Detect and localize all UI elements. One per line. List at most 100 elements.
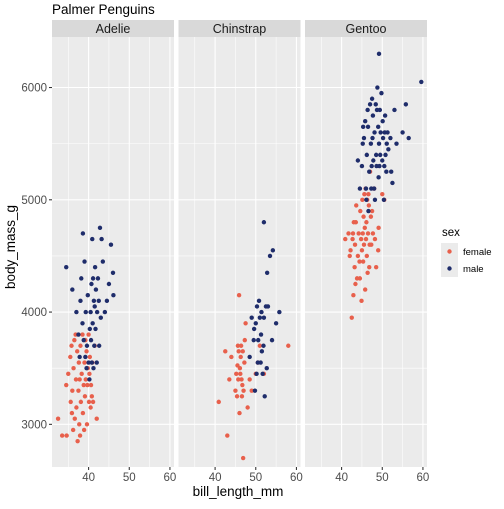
point-male [394,141,399,146]
point-female [355,253,361,259]
point-female [242,360,247,365]
point-male [253,321,258,326]
point-female [223,349,228,354]
point-male [260,371,265,377]
point-male [79,276,84,281]
point-male [273,321,279,326]
point-female [370,231,376,236]
legend-label-male: male [463,264,484,275]
point-female [72,337,77,343]
point-male [104,298,110,304]
point-male [368,141,374,146]
x-tick-label: 60 [417,472,430,484]
point-male [371,158,376,163]
point-male [70,287,75,292]
point-female [64,382,69,388]
point-male [257,315,263,320]
point-male [251,337,256,343]
point-male [92,264,98,270]
point-female [373,264,379,270]
point-male [367,169,372,174]
point-male [83,354,88,360]
point-female [346,231,351,236]
point-female [238,343,244,348]
point-male [379,90,384,96]
point-male [364,152,370,158]
facet-adelie: Adelie 40 50 60 [52,20,176,484]
point-male [367,102,373,107]
point-male [269,337,275,343]
point-male [371,186,377,191]
point-male [270,248,276,253]
x-tick-label: 50 [123,472,136,484]
point-female [245,405,250,410]
point-male [372,197,378,202]
point-male [77,354,82,360]
point-female [233,388,238,393]
x-tick-label: 40 [335,472,348,484]
point-female [356,231,361,236]
point-male [360,124,366,130]
point-male [93,287,99,292]
point-female [286,343,291,348]
point-female [72,416,77,421]
point-female [88,405,93,410]
point-male [90,276,96,281]
point-female [78,343,83,348]
point-male [95,276,101,281]
point-male [80,321,85,326]
point-male [363,186,369,191]
point-female [357,276,363,281]
point-female [55,416,61,421]
point-female [380,191,385,197]
point-female [360,259,366,264]
point-male [111,293,116,298]
point-female [87,354,93,360]
point-female [367,264,372,270]
point-male [85,293,90,298]
facet-panels: Adelie 40 50 60 Chinstrap 40 50 60 Gentoo 40 50 60 [52,20,429,484]
point-male [380,119,385,124]
point-male [400,130,405,135]
point-female [238,354,243,360]
point-female [365,231,371,236]
point-female [239,377,244,382]
facet-strip-label: Gentoo [345,22,386,36]
point-male [90,321,95,326]
point-female [94,416,99,421]
x-tick-label: 50 [249,472,262,484]
point-female [77,377,82,382]
point-female [376,225,381,231]
point-male [264,270,270,275]
point-female [78,399,84,405]
point-female [87,371,92,377]
point-female [83,377,88,382]
point-female [362,191,367,197]
point-female [225,433,230,438]
point-female [79,371,84,377]
point-female [368,214,374,219]
point-female [74,405,79,410]
facet-strip [52,20,174,37]
point-male [90,236,95,242]
point-female [229,354,234,360]
point-female [361,214,366,219]
point-female [227,377,232,382]
point-male [377,163,382,169]
point-female [249,388,254,393]
point-female [76,360,82,365]
y-tick-label: 4000 [21,307,47,319]
point-female [366,203,372,208]
point-female [85,382,90,388]
point-male [87,377,92,382]
point-female [235,343,241,348]
point-female [82,360,87,365]
point-female [364,220,369,225]
point-female [88,382,94,388]
point-male [93,326,98,332]
point-female [240,455,246,461]
point-male [419,79,424,85]
point-male [259,349,265,354]
point-female [80,332,85,337]
